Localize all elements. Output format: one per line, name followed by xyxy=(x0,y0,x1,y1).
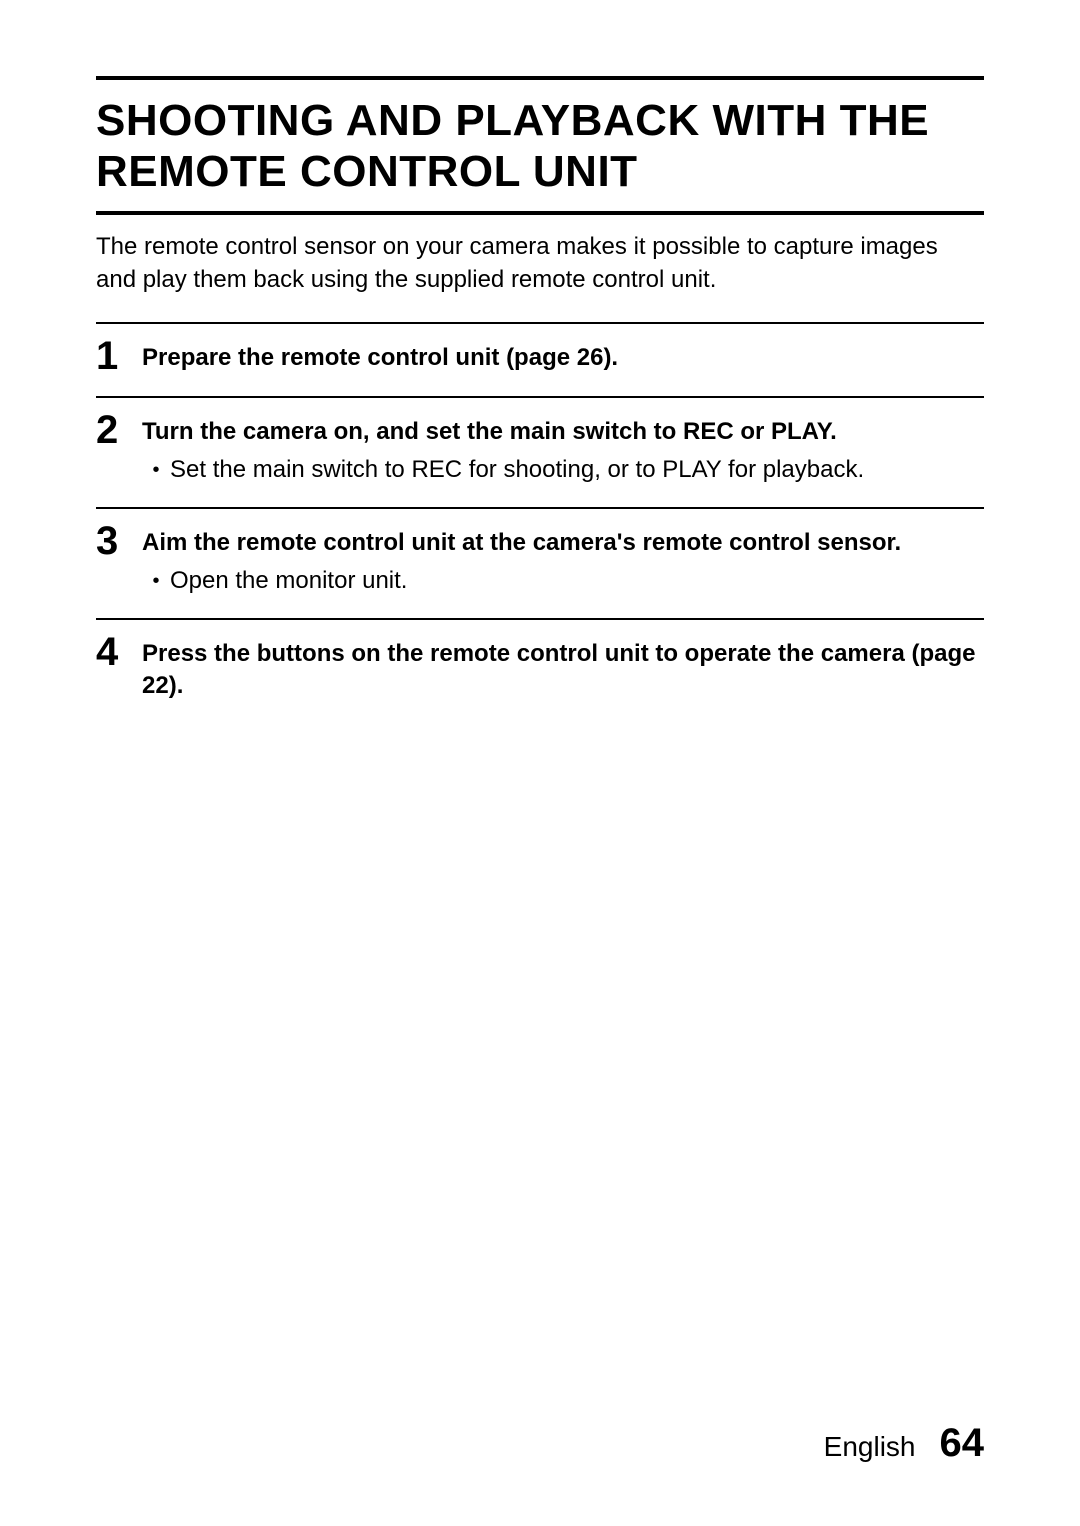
manual-page: SHOOTING AND PLAYBACK WITH THE REMOTE CO… xyxy=(0,0,1080,1526)
step-number: 2 xyxy=(96,408,142,450)
title-rule-bottom xyxy=(96,211,984,215)
footer-language: English xyxy=(824,1431,916,1463)
step-2: 2 Turn the camera on, and set the main s… xyxy=(96,398,984,507)
step-3: 3 Aim the remote control unit at the cam… xyxy=(96,509,984,618)
bullet-text: Set the main switch to REC for shooting,… xyxy=(170,454,864,486)
step-4: 4 Press the buttons on the remote contro… xyxy=(96,620,984,723)
bullet-dot-icon: • xyxy=(142,454,170,484)
page-footer: English 64 xyxy=(824,1421,984,1466)
bullet-dot-icon: • xyxy=(142,565,170,595)
step-body: Turn the camera on, and set the main swi… xyxy=(142,408,984,487)
step-heading: Press the buttons on the remote control … xyxy=(142,638,984,703)
step-body: Aim the remote control unit at the camer… xyxy=(142,519,984,598)
step-body: Press the buttons on the remote control … xyxy=(142,630,984,703)
step-heading: Aim the remote control unit at the camer… xyxy=(142,527,984,559)
step-bullet: • Set the main switch to REC for shootin… xyxy=(142,454,984,486)
step-heading: Prepare the remote control unit (page 26… xyxy=(142,342,984,374)
step-body: Prepare the remote control unit (page 26… xyxy=(142,334,984,374)
step-1: 1 Prepare the remote control unit (page … xyxy=(96,324,984,396)
step-bullet: • Open the monitor unit. xyxy=(142,565,984,597)
footer-page-number: 64 xyxy=(940,1421,985,1466)
bullet-text: Open the monitor unit. xyxy=(170,565,407,597)
step-heading: Turn the camera on, and set the main swi… xyxy=(142,416,984,448)
step-number: 3 xyxy=(96,519,142,561)
title-rule-top xyxy=(96,76,984,80)
intro-paragraph: The remote control sensor on your camera… xyxy=(96,231,984,296)
step-number: 4 xyxy=(96,630,142,672)
step-number: 1 xyxy=(96,334,142,376)
page-title: SHOOTING AND PLAYBACK WITH THE REMOTE CO… xyxy=(96,96,984,197)
